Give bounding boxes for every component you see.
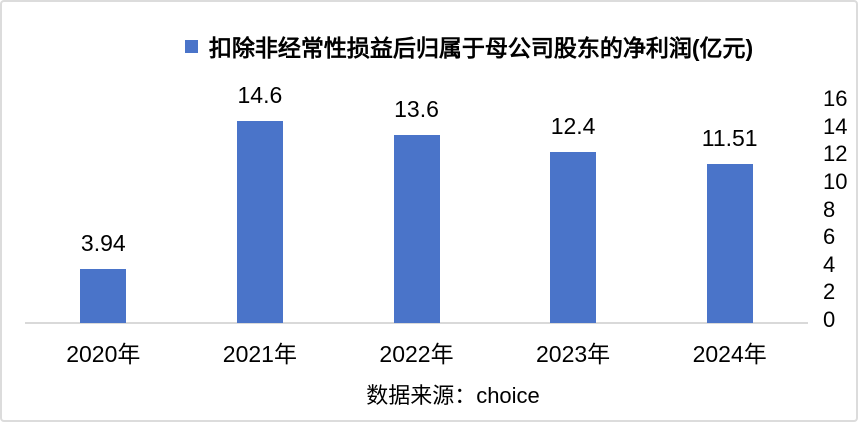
legend-marker-icon (184, 39, 198, 53)
bar-2022年 (393, 135, 440, 323)
bar-2021年 (236, 121, 283, 323)
bar-2020年 (80, 268, 127, 323)
y-axis-tick: 4 (823, 251, 836, 277)
bar-2023年 (550, 151, 597, 323)
x-axis-label: 2021年 (222, 341, 297, 367)
value-label: 14.6 (237, 82, 283, 109)
x-axis-label: 2022年 (379, 341, 454, 367)
legend: 扣除非经常性损益后归属于母公司股东的净利润(亿元) (2, 29, 856, 63)
y-axis-tick: 16 (823, 86, 848, 111)
bar-2024年 (706, 164, 753, 323)
y-axis-tick: 6 (823, 224, 836, 250)
y-axis-tick: 8 (823, 196, 836, 222)
legend-label: 扣除非经常性损益后归属于母公司股东的净利润(亿元) (208, 35, 754, 61)
y-axis-tick: 2 (823, 279, 836, 305)
x-axis-label: 2020年 (66, 341, 141, 367)
y-axis-tick: 10 (823, 168, 848, 194)
x-axis-line (25, 322, 808, 324)
value-label: 12.4 (550, 112, 596, 139)
value-label: 13.6 (394, 96, 439, 123)
y-axis-tick: 0 (823, 307, 836, 332)
x-axis-label: 2024年 (692, 341, 767, 367)
value-label: 11.51 (701, 125, 758, 152)
value-label: 3.94 (80, 229, 126, 256)
source-note: 数据来源：choice (366, 383, 540, 408)
x-axis-label: 2023年 (536, 341, 611, 367)
y-axis-tick: 14 (823, 113, 848, 139)
y-axis-tick: 12 (823, 141, 848, 167)
